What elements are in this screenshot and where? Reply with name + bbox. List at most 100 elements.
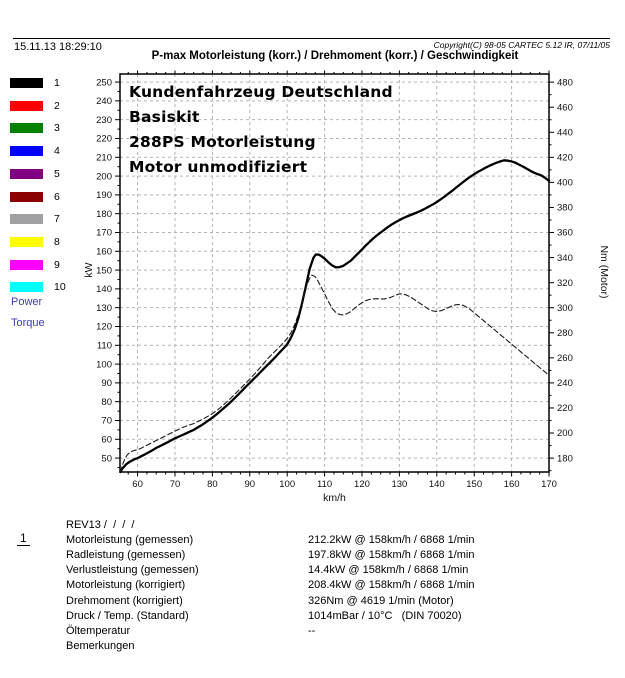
legend-color-swatch bbox=[10, 123, 43, 134]
report-datetime: 15.11.13 18:29:10 bbox=[14, 41, 102, 53]
power-curve bbox=[119, 159, 551, 474]
right-axis-tick-label: 220 bbox=[557, 403, 573, 414]
right-axis-tick-label: 460 bbox=[557, 102, 573, 113]
annotation-line: 288PS Motorleistung bbox=[129, 133, 316, 151]
right-axis-tick-label: 340 bbox=[557, 253, 573, 264]
right-axis-tick-label: 440 bbox=[557, 127, 573, 138]
left-axis-tick-label: 180 bbox=[96, 209, 112, 220]
right-axis-tick-label: 380 bbox=[557, 203, 573, 214]
right-axis-tick-label: 400 bbox=[557, 178, 573, 189]
right-axis-tick-label: 200 bbox=[557, 428, 573, 439]
x-axis-tick-label: 160 bbox=[504, 479, 520, 490]
plot-annotation: Kundenfahrzeug Deutschland Basiskit 288PS … bbox=[129, 80, 393, 180]
right-axis-tick-label: 320 bbox=[557, 278, 573, 289]
left-axis-tick-label: 80 bbox=[101, 397, 112, 408]
right-axis-tick-label: 480 bbox=[557, 77, 573, 88]
left-axis-tick-label: 230 bbox=[96, 115, 112, 126]
legend-number: 10 bbox=[54, 281, 66, 294]
left-axis-tick-label: 200 bbox=[96, 171, 112, 182]
x-axis-tick-label: 120 bbox=[354, 479, 370, 490]
legend-color-swatch bbox=[10, 168, 43, 179]
legend-number: 2 bbox=[54, 99, 60, 112]
legend-number: 9 bbox=[54, 258, 60, 271]
right-axis-tick-label: 280 bbox=[557, 328, 573, 339]
legend-color-swatch bbox=[10, 146, 43, 157]
left-axis-tick-label: 170 bbox=[96, 228, 112, 239]
result-row-value: 212.2kW @ 158km/h / 6868 1/min bbox=[308, 534, 475, 547]
right-axis-tick-label: 420 bbox=[557, 153, 573, 164]
legend-color-swatch bbox=[10, 78, 43, 88]
legend-number: 6 bbox=[54, 190, 60, 203]
left-axis-tick-label: 70 bbox=[101, 416, 112, 427]
x-axis-tick-label: 100 bbox=[279, 479, 295, 490]
annotation-line: Basiskit bbox=[129, 108, 200, 126]
legend-number: 8 bbox=[54, 235, 60, 248]
result-row-value: -- bbox=[308, 624, 316, 637]
left-axis-tick-label: 120 bbox=[96, 322, 112, 333]
x-axis-label: km/h bbox=[323, 492, 346, 504]
result-row-label: Öltemperatur bbox=[66, 624, 131, 637]
legend-power-label: Power bbox=[11, 296, 43, 308]
chart-title: P-max Motorleistung (korr.) / Drehmoment… bbox=[151, 50, 519, 62]
legend-color-swatch bbox=[10, 282, 43, 293]
left-axis-tick-label: 250 bbox=[96, 77, 112, 88]
left-axis-tick-label: 60 bbox=[101, 434, 112, 445]
left-axis-tick-label: 140 bbox=[96, 284, 112, 295]
legend-number: 1 bbox=[54, 77, 60, 89]
legend-color-swatch bbox=[10, 100, 43, 111]
x-axis-tick-label: 90 bbox=[244, 479, 255, 490]
legend-color-swatch bbox=[10, 191, 43, 202]
right-axis-label: Nm (Motor) bbox=[598, 245, 610, 298]
x-axis-tick-label: 140 bbox=[429, 479, 445, 490]
left-axis-tick-label: 220 bbox=[96, 134, 112, 145]
left-axis-tick-label: 130 bbox=[96, 303, 112, 314]
result-row-value: 197.8kW @ 158km/h / 6868 1/min bbox=[308, 549, 475, 562]
result-row-label: Motorleistung (korrigiert) bbox=[66, 579, 186, 592]
x-axis-tick-label: 130 bbox=[391, 479, 407, 490]
result-row-label: Drehmoment (korrigiert) bbox=[66, 594, 183, 607]
legend-number: 3 bbox=[54, 122, 60, 135]
left-axis-tick-label: 50 bbox=[101, 453, 112, 464]
x-axis-tick-label: 80 bbox=[207, 479, 218, 490]
result-row-value: 14.4kW @ 158km/h / 6868 1/min bbox=[308, 564, 469, 577]
legend-number: 7 bbox=[54, 213, 60, 226]
left-axis-tick-label: 110 bbox=[97, 340, 112, 351]
plot-border bbox=[119, 73, 550, 473]
left-axis-tick-label: 90 bbox=[101, 378, 112, 389]
x-axis-tick-label: 60 bbox=[132, 479, 143, 490]
result-row-label: Bemerkungen bbox=[66, 639, 135, 652]
legend-color-swatch bbox=[10, 259, 43, 270]
legend-number: 4 bbox=[54, 145, 60, 158]
header-rule bbox=[13, 38, 610, 39]
left-axis-tick-label: 240 bbox=[96, 96, 112, 107]
copyright-text: Copyright(C) 98-05 CARTEC 5.12 IR, 07/11… bbox=[433, 40, 610, 50]
legend-number: 5 bbox=[54, 167, 60, 180]
right-axis-tick-label: 180 bbox=[557, 453, 573, 464]
x-axis-tick-label: 70 bbox=[170, 479, 181, 490]
x-axis-tick-label: 110 bbox=[317, 479, 332, 490]
legend-torque-label: Torque bbox=[11, 317, 45, 329]
result-row-label: Verlustleistung (gemessen) bbox=[66, 564, 199, 577]
left-axis-tick-label: 190 bbox=[96, 190, 112, 201]
left-axis-tick-label: 100 bbox=[96, 359, 112, 370]
right-axis-tick-label: 260 bbox=[557, 353, 573, 364]
torque-curve bbox=[119, 274, 550, 473]
legend-color-swatch bbox=[10, 236, 43, 247]
results-index: 1 bbox=[17, 531, 30, 546]
result-row-label: REV13 / / / / bbox=[66, 519, 135, 531]
annotation-line: Motor unmodifiziert bbox=[129, 158, 308, 176]
annotation-line: Kundenfahrzeug Deutschland bbox=[129, 83, 393, 101]
right-axis-tick-label: 300 bbox=[557, 303, 573, 314]
result-row-label: Radleistung (gemessen) bbox=[66, 549, 186, 562]
left-axis-tick-label: 150 bbox=[96, 265, 112, 276]
right-axis-tick-label: 240 bbox=[557, 378, 573, 389]
x-axis-tick-label: 170 bbox=[541, 479, 557, 490]
left-axis-tick-label: 160 bbox=[96, 246, 112, 257]
result-row-value: 208.4kW @ 158km/h / 6868 1/min bbox=[308, 579, 475, 592]
x-axis-tick-label: 150 bbox=[466, 479, 482, 490]
right-axis-tick-label: 360 bbox=[557, 228, 573, 239]
left-axis-label: kW bbox=[83, 262, 95, 277]
result-row-value: 1014mBar / 10°C (DIN 70020) bbox=[308, 609, 462, 622]
result-row-label: Druck / Temp. (Standard) bbox=[66, 609, 189, 622]
